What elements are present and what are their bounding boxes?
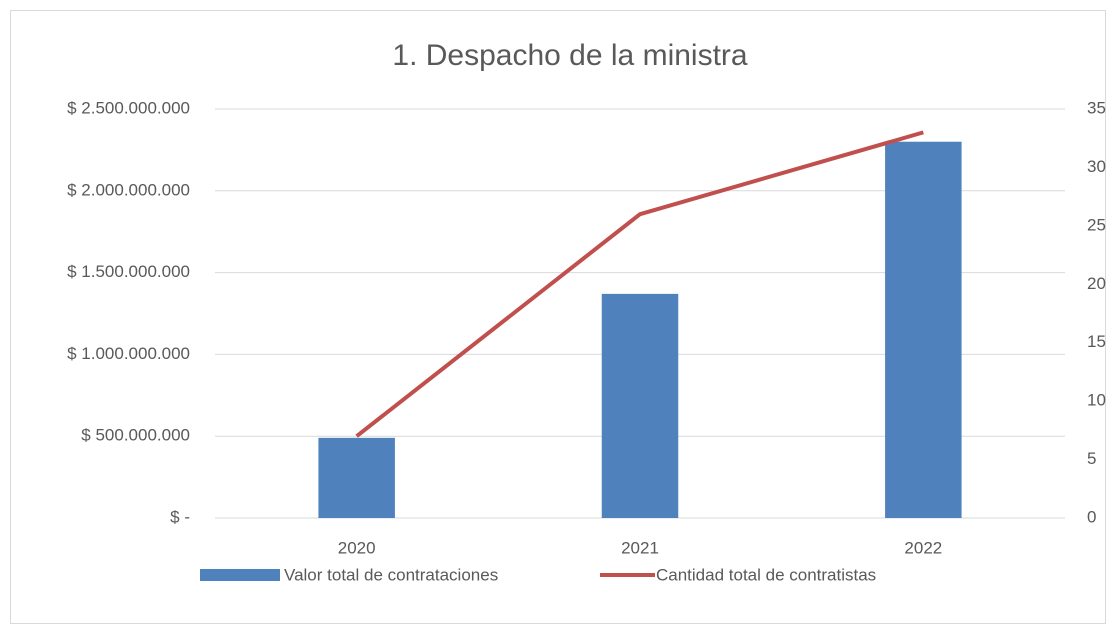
- y-tick-label: $ 2.500.000.000: [67, 98, 190, 117]
- y2-tick-label: 30: [1087, 157, 1106, 176]
- y-tick-label: $ 1.000.000.000: [67, 344, 190, 363]
- bar: [885, 141, 962, 518]
- y-tick-label: $ 1.500.000.000: [67, 262, 190, 281]
- y2-tick-label: 20: [1087, 274, 1106, 293]
- bar: [601, 293, 679, 518]
- y-tick-label: $ 2.000.000.000: [67, 180, 190, 199]
- y2-tick-label: 10: [1087, 391, 1106, 410]
- line: [355, 130, 924, 438]
- legend-label: Valor total de contrataciones: [284, 565, 498, 584]
- chart-title: 1. Despacho de la ministra: [392, 39, 747, 72]
- legend-label: Cantidad total de contratistas: [656, 565, 876, 584]
- x-tick-label: 2021: [621, 538, 659, 557]
- y-tick-label: $ 500.000.000: [81, 426, 190, 445]
- y2-tick-label: 35: [1087, 98, 1106, 117]
- legend-swatch: [200, 569, 280, 581]
- y2-tick-label: 0: [1087, 507, 1096, 526]
- y-tick-label: $ -: [170, 507, 190, 526]
- y2-tick-label: 25: [1087, 215, 1106, 234]
- x-tick-label: 2020: [338, 538, 376, 557]
- x-tick-label: 2022: [904, 538, 942, 557]
- y2-tick-label: 5: [1087, 449, 1096, 468]
- bar: [318, 437, 395, 518]
- y2-tick-label: 15: [1087, 332, 1106, 351]
